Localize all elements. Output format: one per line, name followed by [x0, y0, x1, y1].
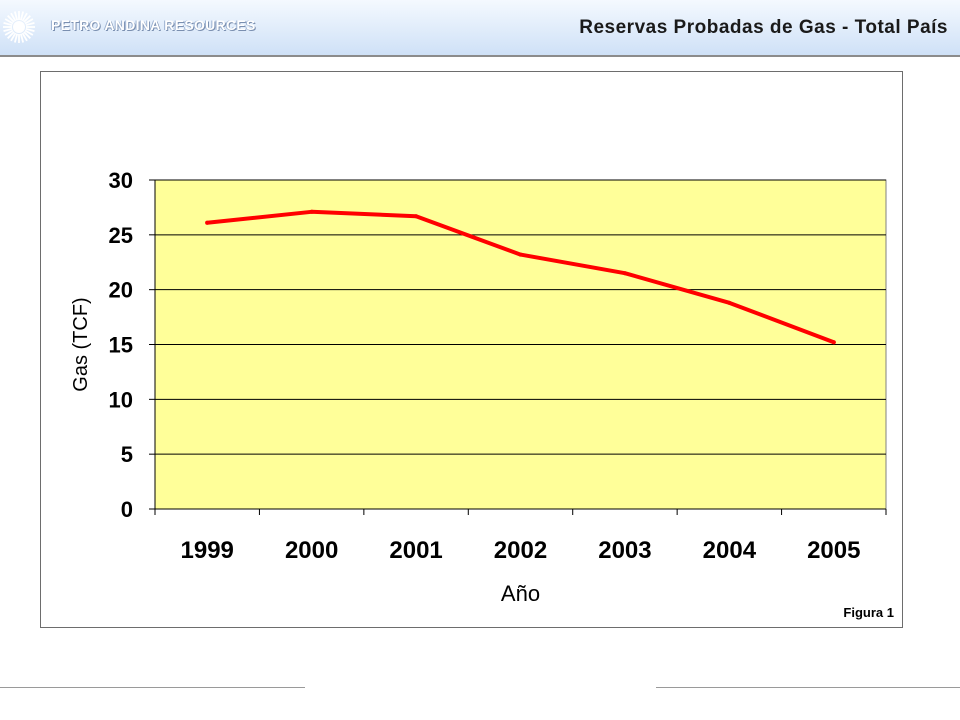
footer-divider-right — [656, 687, 960, 688]
y-tick-label: 5 — [121, 442, 133, 467]
y-tick-label: 0 — [121, 497, 133, 522]
x-tick-label: 2003 — [598, 537, 651, 564]
y-tick-label: 15 — [109, 333, 133, 358]
x-tick-label: 2001 — [389, 537, 442, 564]
footer-divider-left — [0, 687, 305, 688]
x-tick-label: 2002 — [494, 537, 547, 564]
slide-title: Reservas Probadas de Gas - Total País — [579, 17, 948, 38]
figure-label: Figura 1 — [843, 605, 894, 620]
data-point — [831, 340, 836, 345]
starburst-logo-icon — [3, 11, 35, 43]
x-tick-label: 2000 — [285, 537, 338, 564]
header-bar: PETRO ANDINA RESOURCES Reservas Probadas… — [0, 0, 960, 57]
x-axis-title: Año — [501, 581, 540, 606]
company-name: PETRO ANDINA RESOURCES — [51, 17, 256, 33]
y-tick-label: 25 — [109, 223, 133, 248]
y-tick-label: 10 — [109, 387, 133, 412]
x-tick-label: 2005 — [807, 537, 860, 564]
x-tick-label: 1999 — [181, 537, 234, 564]
line-chart: 0 5 10 15 20 25 30 1999 2000 2001 2002 2003 2004 2005… — [70, 168, 887, 606]
chart-frame: 0 5 10 15 20 25 30 1999 2000 2001 2002 2003 2004 2005… — [40, 71, 903, 628]
data-point — [205, 220, 210, 225]
y-axis-title: Gas (TCF) — [70, 297, 92, 391]
y-tick-label: 30 — [109, 168, 133, 193]
data-point — [414, 214, 419, 219]
data-point — [518, 252, 523, 257]
x-tick-label: 2004 — [703, 537, 757, 564]
data-point — [622, 271, 627, 276]
y-tick-label: 20 — [109, 278, 133, 303]
data-point — [309, 209, 314, 214]
data-point — [727, 300, 732, 305]
